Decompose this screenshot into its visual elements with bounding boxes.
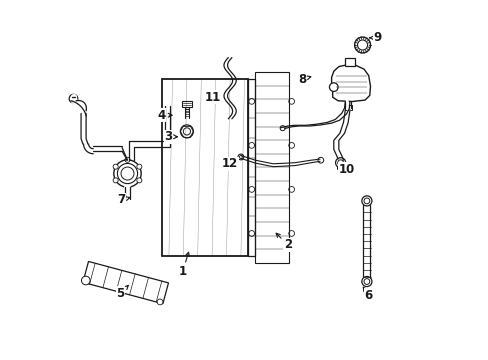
Circle shape	[114, 160, 141, 187]
Text: 3: 3	[164, 130, 177, 143]
Circle shape	[81, 276, 90, 285]
Polygon shape	[331, 65, 370, 102]
Bar	[182, 101, 192, 107]
Circle shape	[361, 276, 371, 287]
Text: 7: 7	[117, 193, 130, 206]
Circle shape	[125, 157, 130, 162]
Polygon shape	[83, 261, 168, 304]
Text: 11: 11	[204, 91, 221, 104]
Text: 4: 4	[157, 109, 172, 122]
Bar	[162, 79, 247, 256]
Bar	[247, 79, 254, 256]
Circle shape	[113, 178, 118, 183]
Bar	[344, 105, 351, 110]
Text: 9: 9	[369, 31, 381, 44]
Text: 1: 1	[178, 252, 189, 278]
Circle shape	[335, 158, 345, 168]
Circle shape	[317, 157, 323, 163]
Circle shape	[125, 185, 130, 190]
Text: 6: 6	[363, 287, 372, 302]
Text: 2: 2	[276, 233, 291, 251]
Circle shape	[137, 164, 142, 169]
Bar	[337, 166, 343, 169]
Bar	[254, 72, 288, 263]
Text: 12: 12	[222, 157, 238, 170]
Text: 10: 10	[338, 163, 354, 176]
Circle shape	[361, 196, 371, 206]
Circle shape	[329, 83, 337, 91]
Circle shape	[157, 299, 163, 305]
Circle shape	[180, 125, 193, 138]
Text: 5: 5	[116, 285, 128, 300]
Circle shape	[354, 37, 370, 53]
Circle shape	[113, 164, 118, 169]
Bar	[344, 58, 355, 66]
Text: 8: 8	[297, 73, 310, 86]
Circle shape	[238, 154, 244, 160]
Circle shape	[137, 178, 142, 183]
